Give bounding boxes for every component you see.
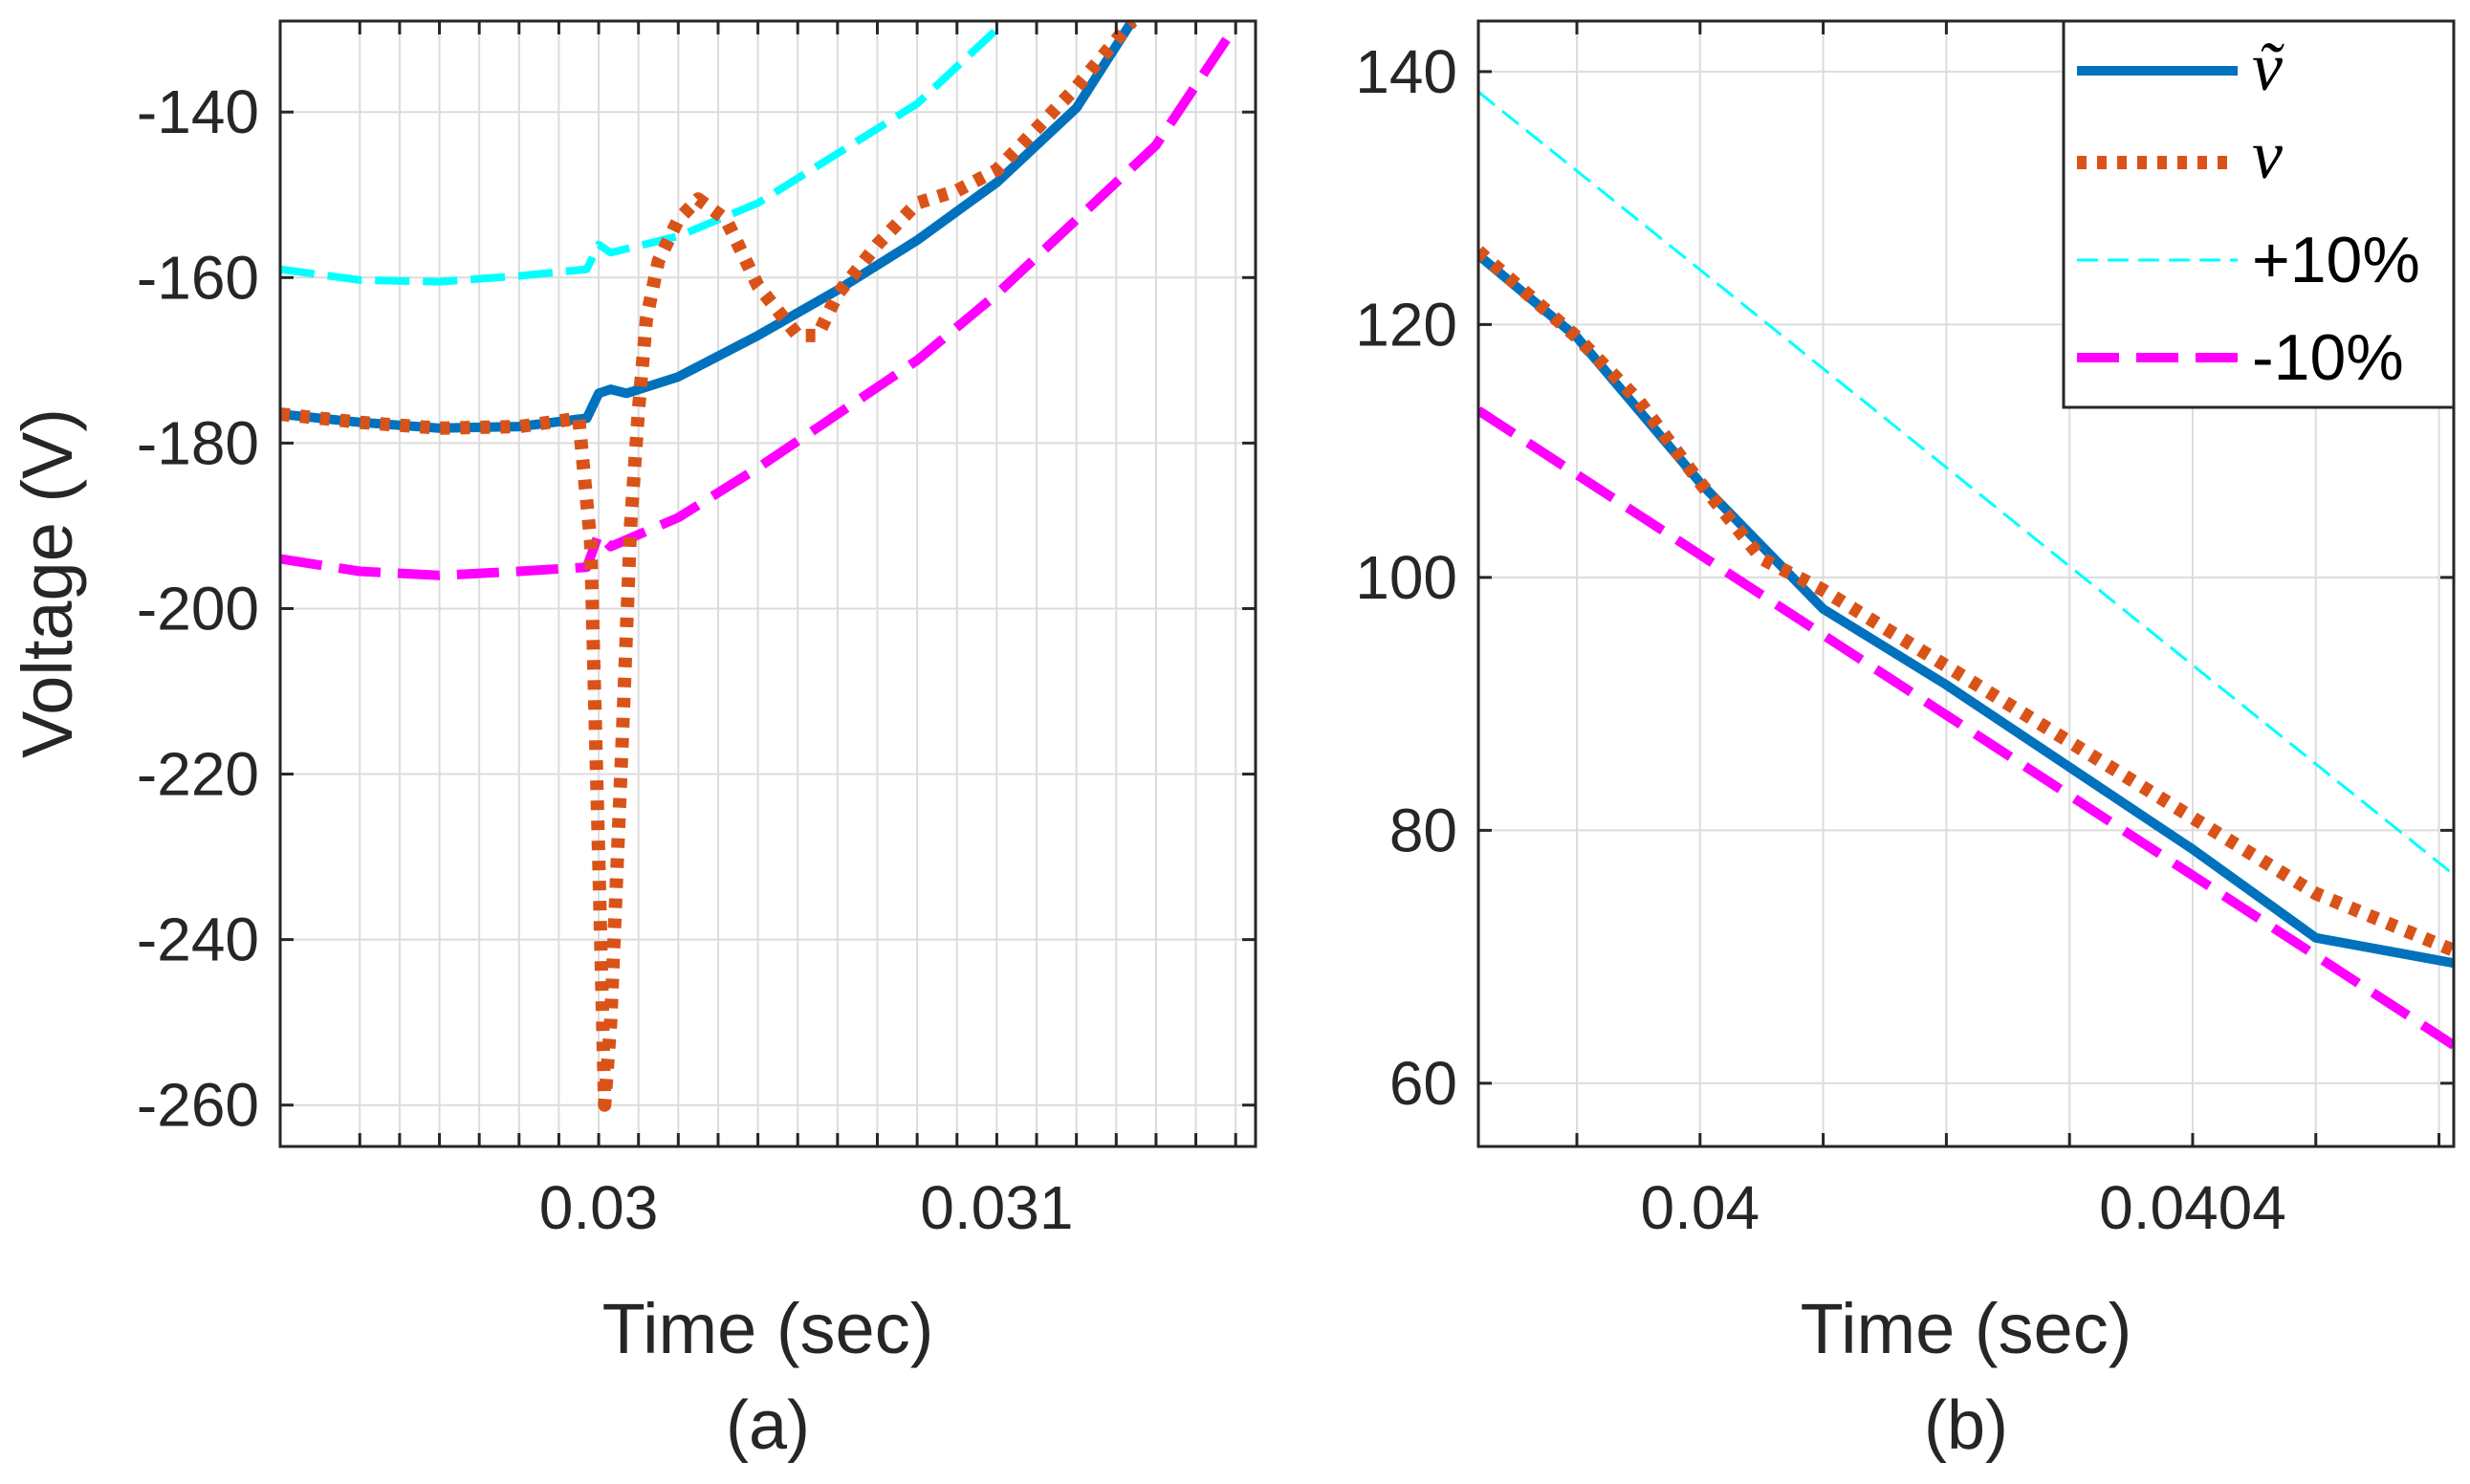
panel-a-series bbox=[280, 21, 1233, 1112]
x-tick-label: 0.04 bbox=[1641, 1173, 1760, 1242]
panel-b-xlabel: Time (sec) bbox=[1801, 1289, 2132, 1368]
legend-box bbox=[2062, 19, 2456, 409]
legend-label-v: v bbox=[2252, 117, 2283, 193]
y-tick-label: 120 bbox=[1355, 290, 1457, 359]
y-tick-label: -180 bbox=[137, 408, 259, 477]
y-tick-label: 140 bbox=[1355, 37, 1457, 106]
panel-b-ticks: 0.04 0.0404 60 80 100 120 140 bbox=[1355, 21, 2454, 1242]
panel-a-grid bbox=[280, 21, 1256, 1146]
y-tick-label: 60 bbox=[1389, 1049, 1457, 1118]
panel-b-series-plus10 bbox=[1478, 90, 2454, 876]
panel-a-xlabel: Time (sec) bbox=[602, 1289, 934, 1368]
panel-b-series-v bbox=[1478, 246, 2454, 957]
panel-b-series-minus10 bbox=[1478, 406, 2454, 1050]
panel-a-ticks: 0.03 0.031 -260 -240 -220 -200 -180 -160 -140 bbox=[137, 21, 1256, 1242]
panel-a-series-plus10 bbox=[280, 26, 1000, 286]
y-tick-label: -200 bbox=[137, 574, 259, 643]
y-tick-label: -260 bbox=[137, 1071, 259, 1140]
panel-a-caption: (a) bbox=[726, 1387, 810, 1464]
legend: ṽ v +10% -10% bbox=[2062, 19, 2456, 409]
panel-b-series bbox=[1478, 90, 2454, 1050]
panel-b-axes-box bbox=[1476, 19, 2456, 1148]
y-tick-label: 80 bbox=[1389, 796, 1457, 864]
panel-b: 0.04 0.0404 60 80 100 120 140 Time (sec) (b) ṽ… bbox=[1355, 19, 2456, 1464]
panel-b-caption: (b) bbox=[1924, 1387, 2008, 1464]
panel-a-ylabel: Voltage (V) bbox=[8, 408, 87, 758]
panel-a-series-v bbox=[280, 21, 1138, 1112]
x-tick-label: 0.031 bbox=[920, 1173, 1073, 1242]
x-tick-label: 0.03 bbox=[539, 1173, 659, 1242]
y-tick-label: -240 bbox=[137, 906, 259, 974]
x-tick-label: 0.0404 bbox=[2099, 1173, 2286, 1242]
legend-label-minus10: -10% bbox=[2252, 321, 2404, 394]
panel-a: 0.03 0.031 -260 -240 -220 -200 -180 -160 -140 Ti… bbox=[8, 19, 1257, 1464]
panel-a-series-minus10 bbox=[280, 34, 1233, 580]
y-tick-label: -160 bbox=[137, 243, 259, 312]
y-tick-label: -220 bbox=[137, 740, 259, 809]
legend-label-vtilde: ṽ bbox=[2252, 29, 2284, 105]
y-tick-label: 100 bbox=[1355, 543, 1457, 612]
panel-b-series-vtilde bbox=[1478, 251, 2454, 969]
panel-a-axes-box bbox=[278, 19, 1257, 1148]
y-tick-label: -140 bbox=[137, 77, 259, 146]
legend-label-plus10: +10% bbox=[2252, 224, 2420, 296]
